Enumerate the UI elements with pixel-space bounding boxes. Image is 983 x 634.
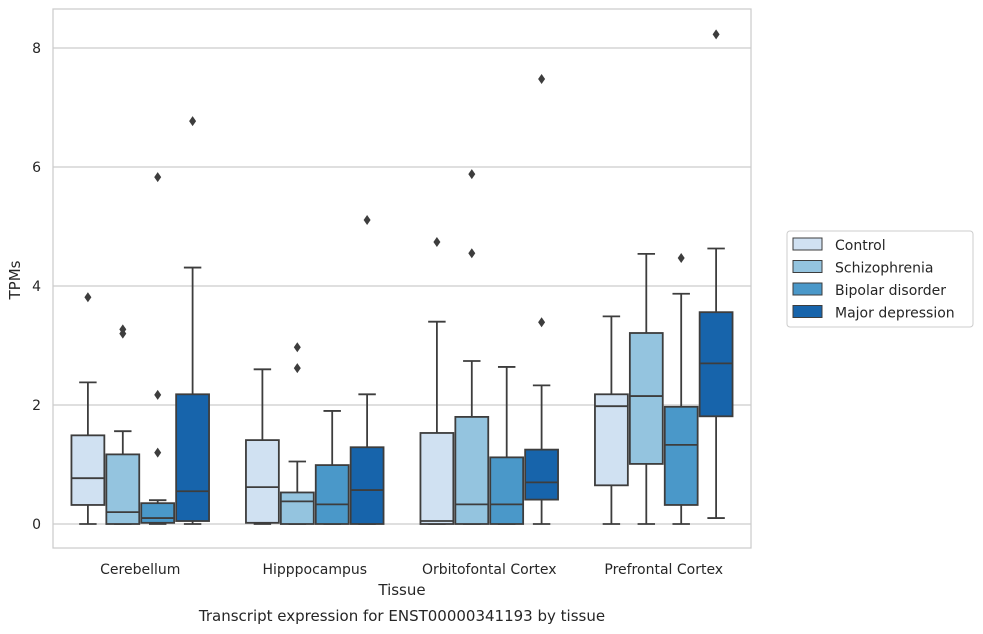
y-tick-label: 4 [32,279,41,295]
outlier-point [154,447,162,458]
y-axis-label: TPMs [6,260,24,300]
chart-caption: Transcript expression for ENST0000034119… [198,607,605,625]
legend-swatch [792,260,823,273]
outlier-point [293,342,301,353]
outlier-point [538,317,546,328]
x-tick-label: Orbitofontal Cortex [422,562,557,578]
outlier-point [433,236,441,247]
box [175,393,210,522]
outlier-point [189,116,197,127]
box-group [594,315,629,525]
box [70,434,106,506]
outlier-point [119,324,127,335]
legend-label: Bipolar disorder [835,283,946,299]
outlier-point [293,363,301,374]
box [314,464,350,525]
outlier-point [154,172,162,183]
legend-label: Schizophrenia [835,261,933,277]
box [245,439,280,524]
box-group [105,324,141,525]
box [105,453,141,525]
box-group [175,116,210,525]
box-group [279,342,315,525]
legend: Control Schizophrenia Bipolar disorder Majo… [786,230,974,328]
box [524,448,559,501]
box-group [663,253,699,525]
x-tick-labels: Cerebellum Hipppocampus Orbitofontal Corte… [100,562,723,578]
box-group [698,29,734,519]
box [663,405,699,506]
box-group [628,252,664,525]
box-group [349,214,385,525]
legend-label: Control [835,238,886,254]
x-tick-label: Hipppocampus [262,562,367,578]
box-group [140,172,176,525]
outlier-point [468,169,476,180]
outlier-point [154,389,162,400]
box [454,415,490,525]
box-group [314,410,350,525]
y-tick-label: 6 [32,160,41,176]
outlier-point [468,248,476,259]
box-group [419,236,455,525]
y-tick-label: 8 [32,41,41,57]
x-tick-label: Prefrontal Cortex [604,562,723,578]
x-axis-label: Tissue [377,581,425,599]
box [419,432,455,525]
box-group [524,73,559,525]
box [279,491,315,525]
box-group [454,169,490,525]
legend-frame [786,230,974,328]
x-tick-label: Cerebellum [100,562,180,578]
box-group [245,368,280,525]
outlier-point [363,214,371,225]
outlier-point [538,73,546,84]
outlier-point [677,253,685,264]
outlier-point [84,292,92,303]
y-tick-labels: 0 2 4 6 8 [32,41,41,533]
box-group [489,366,525,525]
legend-label: Major depression [835,306,955,322]
legend-swatch [792,237,823,251]
legend-swatch [792,305,823,318]
legend-swatch [792,282,823,296]
plot-frame [52,8,752,549]
box [349,446,385,525]
y-tick-label: 0 [32,517,41,533]
box-layer [70,29,734,525]
outlier-point [712,29,720,40]
box [628,332,664,465]
box [140,502,176,524]
box-group [70,292,106,525]
y-tick-label: 2 [32,398,41,414]
box [489,456,525,525]
box [594,393,629,487]
